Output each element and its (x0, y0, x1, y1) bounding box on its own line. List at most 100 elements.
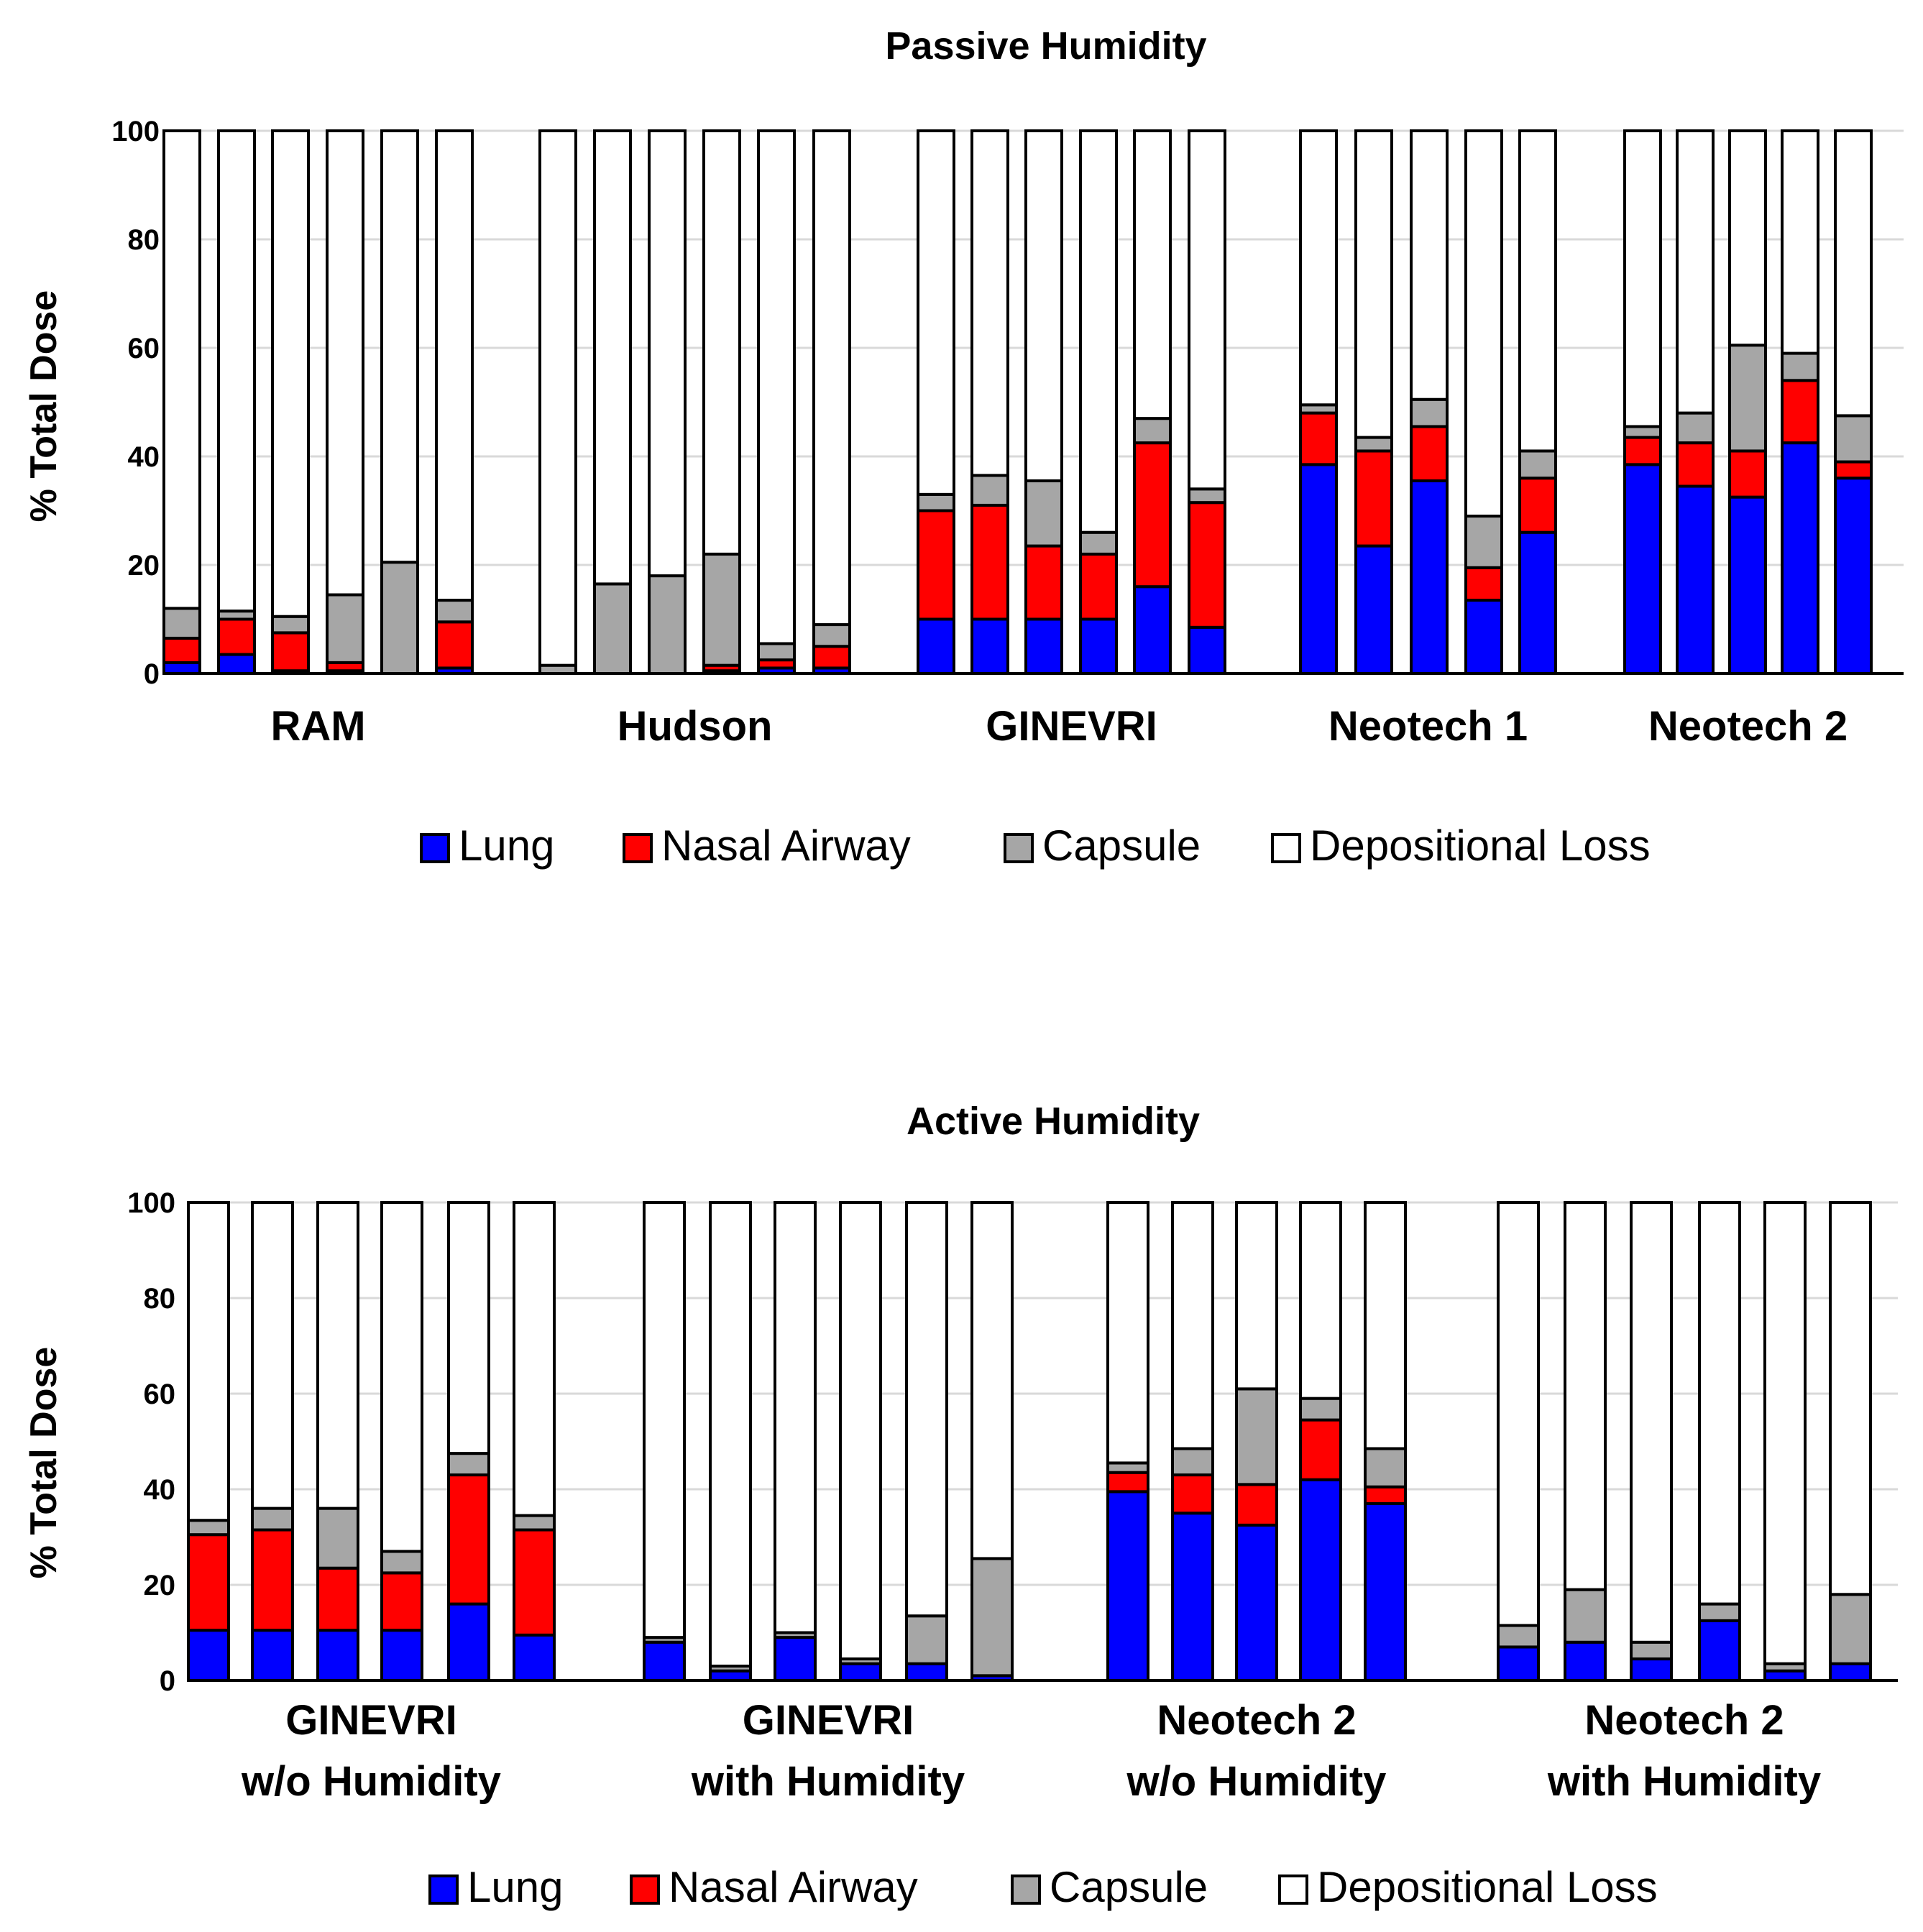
bar-segment-capsule (1630, 1640, 1673, 1661)
bar-segment-depositional-loss (187, 1201, 230, 1522)
bar-segment-nasal-airway (271, 631, 310, 673)
bar-segment-nasal-airway (1728, 449, 1767, 499)
bar-segment-nasal-airway (447, 1473, 490, 1606)
bar-segment-lung (1676, 484, 1715, 676)
bar-segment-nasal-airway (513, 1528, 556, 1637)
bar-segment-depositional-loss (1763, 1201, 1807, 1665)
bar-segment-capsule (1410, 397, 1449, 428)
x-category-label: with Humidity (1547, 1758, 1821, 1805)
bar-segment-depositional-loss (839, 1201, 882, 1661)
bar-segment-nasal-airway (316, 1566, 359, 1632)
bar-segment-lung (187, 1629, 230, 1683)
chart-passive-humidity: Passive Humidity % Total Dose 0 20 40 60 80 1… (23, 24, 1904, 870)
y-axis-label: % Total Dose (23, 290, 65, 523)
bar-segment-lung (839, 1662, 882, 1683)
bar-segment-depositional-loss (1106, 1201, 1149, 1465)
bar-segment-nasal-airway (1354, 449, 1393, 548)
bar-segment-nasal-airway (917, 509, 955, 621)
bar-segment-lung (1728, 495, 1767, 675)
bars: GINEVRI w/o Humidity GINEVRI with Humidity N… (187, 1201, 1898, 1805)
bar-segment-lung (513, 1633, 556, 1682)
bar-segment-depositional-loss (1410, 129, 1449, 401)
bar-segment-depositional-loss (1728, 129, 1767, 347)
y-tick-label: 60 (128, 333, 160, 364)
bar-segment-depositional-loss (970, 129, 1009, 477)
chart-title: Active Humidity (907, 1100, 1200, 1143)
bar-segment-capsule (905, 1614, 948, 1665)
bar-segment-lung (1188, 625, 1226, 676)
x-category-label: Neotech 2 (1648, 703, 1848, 750)
bar-segment-depositional-loss (812, 129, 851, 627)
chart-title: Passive Humidity (885, 24, 1206, 68)
bar-segment-depositional-loss (648, 129, 687, 578)
bar-segment-nasal-airway (1781, 379, 1819, 445)
bar-segment-nasal-airway (1299, 411, 1338, 466)
bar-segment-lung (1698, 1619, 1741, 1682)
x-category-label: w/o Humidity (1126, 1758, 1387, 1805)
bar-segment-nasal-airway (380, 1571, 423, 1632)
legend-item-nasal-airway: Nasal Airway (623, 822, 911, 870)
x-category-label: GINEVRI (986, 703, 1157, 750)
bar-segment-nasal-airway (162, 636, 201, 664)
bar-segment-depositional-loss (1188, 129, 1226, 491)
bar-segment-lung (1133, 585, 1172, 676)
bar-segment-depositional-loss (326, 129, 364, 597)
legend-item-depositional-loss: Depositional Loss (1271, 822, 1651, 870)
bar-segment-capsule (917, 492, 955, 512)
legend: Lung Nasal Airway Capsule Depositional Loss (428, 1863, 1658, 1911)
bar-segment-capsule (1834, 414, 1873, 464)
bar-segment-depositional-loss (917, 129, 955, 496)
bar-segment-depositional-loss (1564, 1201, 1607, 1591)
bar-segment-nasal-airway (812, 645, 851, 670)
bar-segment-depositional-loss (380, 129, 419, 564)
y-tick-label: 80 (144, 1283, 176, 1315)
bar-segment-capsule (970, 474, 1009, 507)
bar-segment-depositional-loss (271, 129, 310, 618)
bar-segment-capsule (316, 1506, 359, 1570)
bar-segment-capsule (757, 642, 796, 662)
bars: RAM Hudson GINEVRI Neotech 1 Neotech 2 (162, 129, 1904, 750)
bar-segment-lung (1235, 1523, 1278, 1682)
bar-segment-nasal-airway (1133, 441, 1172, 589)
bar-segment-capsule (380, 561, 419, 675)
legend-item-lung: Lung (420, 822, 554, 870)
bar-segment-depositional-loss (1518, 129, 1557, 453)
bar-segment-depositional-loss (709, 1201, 752, 1668)
bar-segment-lung (380, 1629, 423, 1683)
bar-segment-nasal-airway (1299, 1418, 1342, 1481)
bar-segment-depositional-loss (1497, 1201, 1540, 1627)
y-tick-label: 100 (111, 116, 160, 147)
bar-segment-capsule (1623, 425, 1662, 439)
bar-segment-lung (1564, 1640, 1607, 1683)
legend-label: Lung (467, 1863, 563, 1911)
bar-segment-capsule (1564, 1588, 1607, 1644)
bar-segment-nasal-airway (1834, 460, 1873, 480)
bar-segment-depositional-loss (1464, 129, 1503, 518)
bar-segment-capsule (1024, 479, 1063, 548)
bar-segment-lung (1497, 1645, 1540, 1682)
bar-segment-depositional-loss (447, 1201, 490, 1455)
bar-segment-lung (217, 653, 256, 676)
legend-swatch (623, 833, 653, 863)
bar-segment-lung (316, 1629, 359, 1683)
bar-segment-depositional-loss (538, 129, 577, 667)
x-category-label: GINEVRI (743, 1697, 914, 1744)
bar-segment-nasal-airway (970, 503, 1009, 621)
bar-segment-lung (447, 1602, 490, 1683)
bar-segment-depositional-loss (970, 1201, 1014, 1560)
bar-segment-depositional-loss (774, 1201, 817, 1634)
bar-segment-nasal-airway (251, 1528, 294, 1632)
bar-segment-lung (1781, 441, 1819, 675)
legend-label: Depositional Loss (1317, 1863, 1658, 1911)
bar-segment-depositional-loss (1698, 1201, 1741, 1606)
y-tick-label: 20 (128, 550, 160, 581)
legend-item-capsule: Capsule (1011, 1863, 1208, 1911)
bar-segment-nasal-airway (1410, 425, 1449, 482)
bar-segment-depositional-loss (1630, 1201, 1673, 1644)
bar-segment-capsule (1364, 1447, 1407, 1489)
bar-segment-depositional-loss (1834, 129, 1873, 418)
bar-segment-lung (162, 661, 201, 676)
bar-segment-depositional-loss (380, 1201, 423, 1553)
legend-swatch (630, 1874, 660, 1905)
bar-segment-lung (1079, 617, 1118, 675)
